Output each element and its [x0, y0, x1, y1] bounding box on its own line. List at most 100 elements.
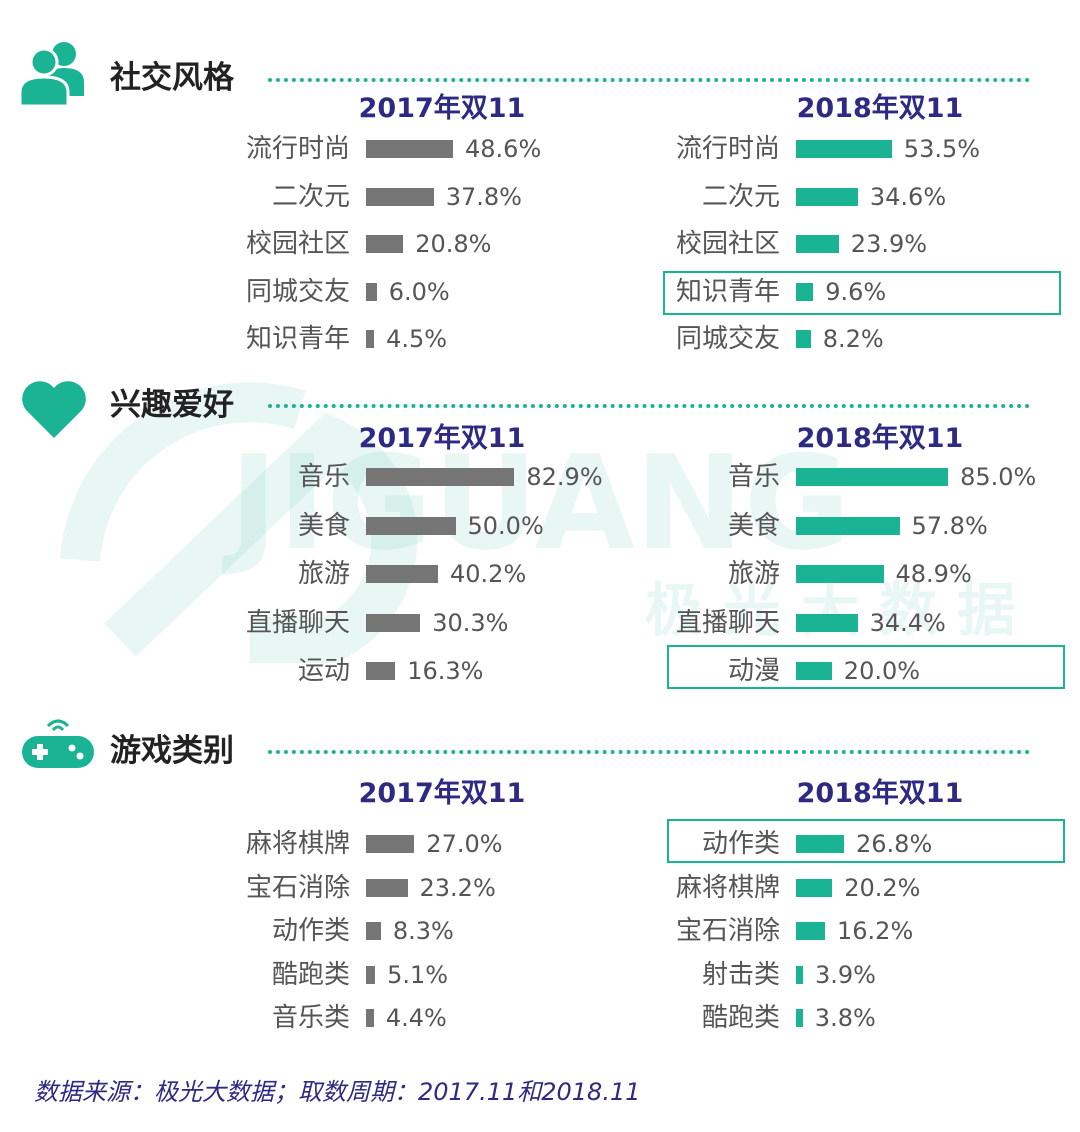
category-label: 宝石消除	[675, 916, 780, 946]
bar	[366, 516, 456, 535]
category-label: 音乐	[727, 462, 780, 492]
bar-row: 知识青年 9.6%	[430, 272, 1080, 312]
bar-row: 校园社区 23.9%	[430, 224, 1080, 264]
bar-row: 旅游 48.9%	[430, 554, 1080, 594]
value-label: 4.4%	[385, 1004, 447, 1032]
category-label: 旅游	[297, 559, 350, 589]
column-heading-2018: 2018年双11	[796, 423, 964, 454]
highlight-box	[667, 645, 1065, 689]
value-label: 20.0%	[843, 657, 921, 685]
value-label: 6.0%	[388, 277, 450, 306]
value-label: 5.1%	[387, 960, 449, 989]
value-label: 30.3%	[432, 608, 509, 637]
bar	[796, 468, 949, 486]
bar-row: 同城交友 8.2%	[430, 319, 1080, 359]
section-divider	[268, 750, 1030, 754]
bar-row: 美食 57.8%	[430, 506, 1080, 546]
bar-row: 音乐类 4.4%	[0, 998, 650, 1038]
category-label: 运动	[297, 656, 350, 686]
data-source-footer: 数据来源：极光大数据；取数周期：2017.11和2018.11	[34, 1078, 641, 1106]
section-title: 游戏类别	[110, 733, 234, 769]
bar	[366, 965, 376, 984]
bar	[366, 922, 381, 940]
category-label: 射击类	[701, 959, 780, 990]
bar-row: 美食 50.0%	[0, 506, 650, 546]
bar	[796, 235, 839, 253]
bar-row: 音乐 82.9%	[0, 457, 650, 497]
section-divider	[268, 78, 1030, 82]
column-heading-2017: 2017年双11	[358, 778, 526, 809]
value-label: 85.0%	[960, 463, 1037, 491]
category-label: 流行时尚	[245, 134, 350, 164]
bar-row: 麻将棋牌 27.0%	[0, 824, 650, 864]
value-label: 34.4%	[869, 608, 946, 637]
category-label: 校园社区	[245, 229, 350, 259]
category-label: 校园社区	[675, 229, 780, 259]
category-label: 同城交友	[675, 324, 780, 354]
bar	[366, 878, 408, 897]
section-title: 兴趣爱好	[110, 387, 234, 423]
category-label: 美食	[297, 510, 350, 541]
users-icon	[18, 42, 84, 108]
category-label: 知识青年	[245, 324, 350, 354]
category-label: 音乐	[297, 462, 350, 492]
value-label: 50.0%	[467, 511, 544, 540]
category-label: 动作类	[271, 916, 350, 946]
category-label: 旅游	[727, 559, 780, 589]
value-label: 8.3%	[392, 917, 454, 945]
category-label: 直播聊天	[675, 607, 780, 638]
bar	[366, 1009, 374, 1027]
category-label: 美食	[727, 510, 780, 541]
value-label: 57.8%	[911, 511, 988, 540]
section-title: 社交风格	[110, 60, 234, 96]
category-label: 同城交友	[245, 276, 350, 307]
bar-row: 二次元 37.8%	[0, 177, 650, 217]
bar	[366, 235, 404, 253]
bar-row: 流行时尚 48.6%	[0, 129, 650, 169]
gamepad-icon	[22, 719, 94, 768]
bar-row: 动漫 20.0%	[430, 651, 1080, 691]
column-heading-2018: 2018年双11	[796, 778, 964, 809]
bar	[366, 140, 453, 158]
value-label: 3.8%	[814, 1004, 876, 1032]
value-label: 16.2%	[837, 917, 914, 945]
value-label: 23.9%	[850, 230, 928, 258]
bar-row: 旅游 40.2%	[0, 554, 650, 594]
value-label: 82.9%	[526, 463, 603, 491]
bar	[796, 282, 814, 301]
bar	[796, 187, 858, 206]
bar	[796, 965, 803, 984]
category-label: 麻将棋牌	[245, 829, 350, 859]
bar	[796, 662, 832, 680]
bar-row: 知识青年 4.5%	[0, 319, 650, 359]
category-label: 音乐类	[271, 1003, 350, 1033]
category-label: 流行时尚	[675, 134, 780, 164]
bar-row: 射击类 3.9%	[430, 955, 1080, 995]
value-label: 3.9%	[815, 960, 876, 989]
bar-row: 直播聊天 34.4%	[430, 603, 1080, 643]
bar	[366, 187, 434, 206]
bar	[366, 282, 377, 301]
bar	[796, 516, 900, 535]
highlight-box	[667, 819, 1065, 863]
category-label: 麻将棋牌	[675, 872, 780, 903]
category-label: 动漫	[727, 656, 780, 686]
value-label: 37.8%	[445, 182, 522, 211]
column-heading-2017: 2017年双11	[358, 93, 526, 124]
value-label: 23.2%	[419, 873, 496, 902]
bar	[796, 613, 858, 632]
highlight-box	[663, 271, 1061, 315]
bar	[796, 565, 884, 583]
bar-row: 宝石消除 16.2%	[430, 911, 1080, 951]
category-label: 直播聊天	[245, 607, 350, 638]
value-label: 48.9%	[895, 560, 972, 588]
bar-row: 动作类 8.3%	[0, 911, 650, 951]
bar-row: 二次元 34.6%	[430, 177, 1080, 217]
value-label: 53.5%	[903, 135, 981, 163]
value-label: 27.0%	[426, 830, 503, 858]
bar-row: 宝石消除 23.2%	[0, 868, 650, 908]
value-label: 48.6%	[465, 135, 542, 163]
category-label: 二次元	[271, 181, 350, 212]
bar-row: 音乐 85.0%	[430, 457, 1080, 497]
value-label: 34.6%	[869, 182, 947, 211]
